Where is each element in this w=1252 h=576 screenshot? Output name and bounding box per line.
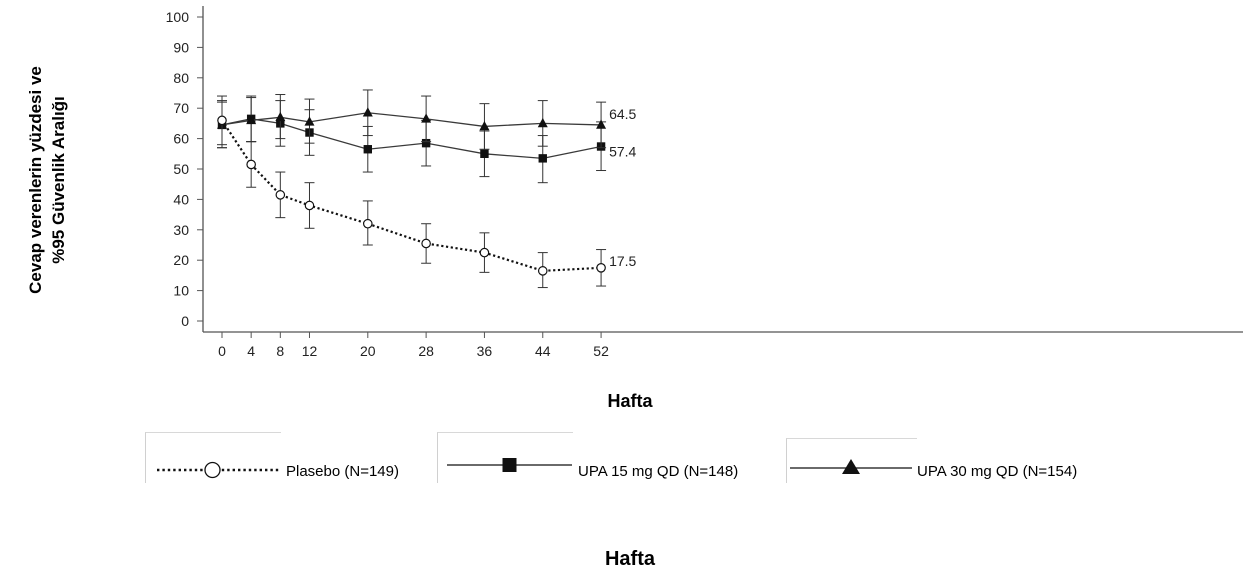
data-label-upa-15-mg-qd-n-148: 57.4 — [609, 144, 636, 160]
data-point-upa-30-mg-qd-n-154 — [275, 111, 286, 122]
data-point-plasebo-n-149 — [596, 262, 606, 273]
legend-frame-placebo — [145, 432, 281, 483]
data-point-upa-30-mg-qd-n-154 — [479, 120, 490, 131]
x-tick-label: 44 — [535, 343, 551, 359]
data-point-plasebo-n-149 — [275, 190, 286, 200]
legend-label-upa30: UPA 30 mg QD (N=154) — [917, 463, 1078, 480]
y-axis-label-line1: Cevap verenlerin yüzdesi ve — [26, 66, 45, 294]
x-tick-label: 28 — [418, 343, 434, 359]
data-point-plasebo-n-149 — [362, 218, 373, 229]
series-upa-30-mg-qd-n-154: 64.5 — [217, 89, 637, 150]
data-point-upa-30-mg-qd-n-154 — [421, 113, 432, 123]
chart-axes: 0 10 20 30 40 50 60 70 80 90 100 0 4 8 12 20 28 36 44 52 — [166, 6, 1243, 359]
data-point-upa-30-mg-qd-n-154 — [362, 107, 373, 117]
legend-marker-plasebo-n-149 — [204, 461, 221, 479]
data-label-upa-30-mg-qd-n-154: 64.5 — [609, 106, 636, 122]
data-point-plasebo-n-149 — [246, 159, 256, 170]
x-axis-label: Hafta — [607, 391, 653, 411]
data-point-upa-15-mg-qd-n-148 — [363, 145, 372, 154]
data-label-plasebo-n-149: 17.5 — [609, 253, 636, 269]
data-point-upa-15-mg-qd-n-148 — [538, 154, 547, 163]
y-tick-label: 50 — [173, 161, 189, 177]
y-tick-label: 90 — [173, 39, 189, 55]
legend-frame-upa15 — [437, 432, 573, 483]
data-point-upa-30-mg-qd-n-154 — [537, 117, 548, 128]
data-point-upa-15-mg-qd-n-148 — [480, 149, 489, 158]
y-tick-label: 0 — [181, 313, 189, 329]
chart-legend-symbols — [157, 458, 912, 479]
chart-series-layer: 57.4 64.5 17.5 — [217, 89, 637, 289]
data-point-plasebo-n-149 — [421, 238, 431, 249]
y-tick-label: 70 — [173, 100, 189, 116]
series-plasebo-n-149: 17.5 — [217, 95, 637, 289]
x-tick-label: 4 — [247, 343, 255, 359]
data-point-plasebo-n-149 — [479, 247, 490, 258]
data-point-upa-30-mg-qd-n-154 — [596, 119, 607, 129]
data-point-upa-15-mg-qd-n-148 — [421, 138, 431, 148]
y-tick-label: 60 — [173, 131, 189, 147]
y-tick-label: 10 — [173, 283, 189, 299]
y-tick-label: 40 — [173, 191, 189, 207]
data-point-plasebo-n-149 — [537, 266, 548, 276]
data-point-plasebo-n-149 — [217, 115, 227, 126]
y-tick-label: 30 — [173, 222, 189, 238]
y-tick-label: 100 — [166, 9, 190, 25]
legend-label-upa15: UPA 15 mg QD (N=148) — [578, 463, 739, 480]
y-tick-label: 20 — [173, 252, 189, 268]
bottom-axis-label: Hafta — [604, 548, 655, 570]
y-axis-label: Cevap verenlerin yüzdesi ve %95 Güvenlik… — [22, 0, 72, 360]
data-point-upa-30-mg-qd-n-154 — [246, 114, 257, 125]
data-point-plasebo-n-149 — [304, 200, 315, 211]
x-tick-label: 12 — [302, 343, 318, 359]
legend-marker-upa-15-mg-qd-n-148 — [502, 458, 517, 472]
x-tick-label: 36 — [477, 343, 493, 359]
data-point-upa-30-mg-qd-n-154 — [304, 116, 315, 126]
y-tick-label: 80 — [173, 70, 189, 86]
x-tick-label: 8 — [276, 343, 284, 359]
legend-marker-upa-30-mg-qd-n-154 — [842, 459, 860, 474]
legend-label-placebo: Plasebo (N=149) — [286, 463, 399, 480]
x-tick-label: 0 — [218, 343, 226, 359]
legend-frame-upa30 — [786, 438, 917, 483]
x-tick-label: 52 — [593, 343, 609, 359]
y-axis-label-line2: %95 Güvenlik Aralığı — [49, 96, 68, 264]
x-tick-label: 20 — [360, 343, 376, 359]
